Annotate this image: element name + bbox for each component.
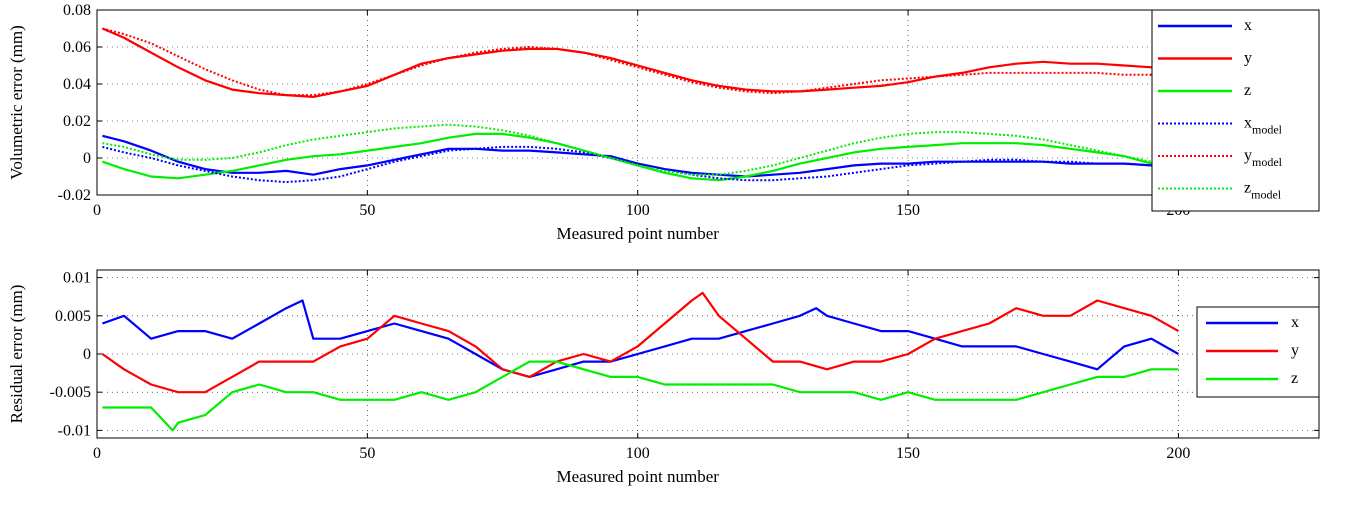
legend-label: y	[1244, 50, 1252, 67]
chart-volumetric-error: 050100150200-0.0200.020.040.060.08Measur…	[7, 2, 1320, 243]
chart-residual-error: 0 50 100 150 200 -0.01 -0.005 0 0.005 0.01 Measure…	[7, 269, 1320, 486]
x-tick-label: 0	[93, 202, 101, 219]
legend-label-subscript: model	[1251, 188, 1282, 202]
legend-label-name: z	[1244, 180, 1251, 197]
y-tick-label: -0.02	[58, 187, 91, 204]
y-tick-label: -0.005	[50, 384, 91, 401]
x-tick-label: 0	[93, 445, 101, 462]
y-axis-label: Volumetric error (mm)	[7, 25, 26, 180]
legend: xyz	[1196, 306, 1320, 398]
x-tick-label: 50	[359, 445, 375, 462]
legend-label: z	[1244, 82, 1251, 99]
grid	[96, 270, 1319, 438]
legend-label-subscript: model	[1252, 155, 1283, 169]
x-axis-label: Measured point number	[557, 467, 720, 486]
legend-label-name: y	[1244, 147, 1252, 164]
legend-label: xmodel	[1244, 115, 1283, 137]
y-tick-label: 0.08	[63, 2, 91, 19]
series-line-x	[102, 134, 1179, 178]
series-line-z	[102, 360, 1179, 432]
x-axis-label: Measured point number	[557, 224, 720, 243]
y-tick-label: 0	[83, 150, 91, 167]
legend-label: ymodel	[1244, 147, 1283, 169]
x-tick-label: 100	[626, 202, 650, 219]
y-tick-label: 0	[83, 346, 91, 363]
legend-label-name: z	[1291, 370, 1298, 387]
legend-label-name: x	[1244, 115, 1252, 132]
legend-label-name: z	[1244, 82, 1251, 99]
series-line-x	[102, 299, 1179, 378]
legend-label: zmodel	[1244, 180, 1282, 202]
legend-label-name: y	[1291, 342, 1299, 359]
legend-label: y	[1291, 342, 1299, 359]
series-line-y	[101, 27, 1179, 99]
legend-label-name: y	[1244, 50, 1252, 67]
x-tick-label: 200	[1166, 445, 1190, 462]
legend-label-name: x	[1291, 314, 1299, 331]
series-group	[101, 291, 1179, 432]
y-tick-label: 0.02	[63, 113, 91, 130]
grid	[96, 9, 1319, 196]
y-tick-label: 0.04	[63, 76, 91, 93]
series-group	[101, 27, 1179, 184]
y-tick-label: 0.01	[63, 270, 91, 287]
legend-label-name: x	[1244, 17, 1252, 34]
y-tick-label: -0.01	[58, 422, 91, 439]
series-line-y	[101, 291, 1179, 394]
y-tick-label: 0.06	[63, 39, 91, 56]
legend-box	[1151, 9, 1320, 212]
x-tick-label: 150	[896, 202, 920, 219]
x-tick-label: 100	[626, 445, 650, 462]
legend-label: x	[1244, 17, 1252, 34]
series-line-x-model	[102, 145, 1179, 184]
series-line-z-model	[102, 123, 1179, 176]
x-tick-label: 150	[896, 445, 920, 462]
y-tick-label: 0.005	[55, 308, 91, 325]
legend-label: z	[1291, 370, 1298, 387]
legend-label: x	[1291, 314, 1299, 331]
legend-label-subscript: model	[1252, 123, 1283, 137]
axes-frame	[96, 9, 1320, 196]
y-axis-label: Residual error (mm)	[7, 285, 26, 424]
ticks: 0 50 100 150 200 -0.01 -0.005 0 0.005 0.01	[50, 270, 1319, 462]
series-line-y-model	[102, 27, 1179, 97]
x-tick-label: 50	[359, 202, 375, 219]
